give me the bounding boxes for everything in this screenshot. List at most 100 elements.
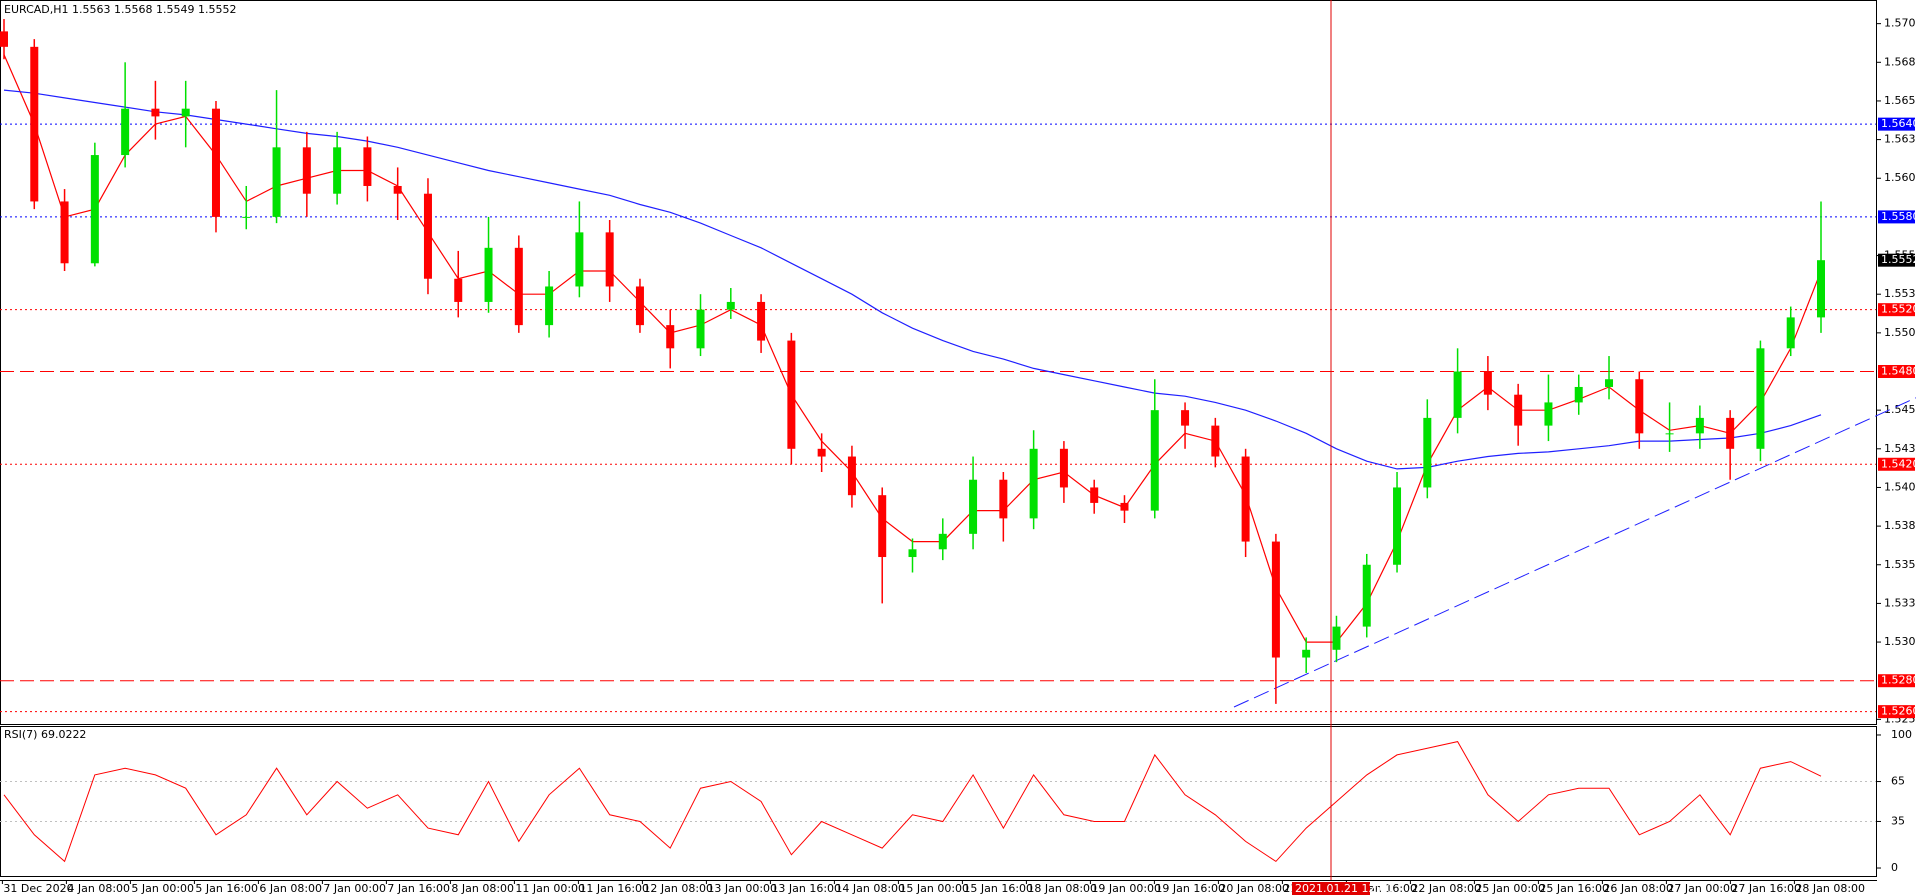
candle-body: [1786, 317, 1795, 349]
trendline: [1233, 397, 1916, 708]
y-tick-label: 1.5405: [1884, 480, 1916, 493]
candle-body: [211, 108, 220, 217]
candle-body: [302, 147, 311, 194]
candle-body: [1483, 371, 1492, 395]
candle-body: [1514, 394, 1523, 426]
y-tick-label: 1.5705: [1884, 17, 1916, 30]
candle-body: [60, 201, 69, 264]
rsi-label: RSI(7) 69.0222: [4, 728, 86, 741]
level-label: 1.5580: [1881, 210, 1916, 223]
y-tick-label: 1.5430: [1884, 442, 1916, 455]
candle-body: [605, 232, 614, 287]
x-tick-label: 19 Jan 00:00: [1091, 882, 1161, 895]
candle-body: [545, 286, 554, 326]
rsi-y-tick-label: 65: [1891, 775, 1905, 788]
level-label-box: [1878, 210, 1915, 224]
candle-body: [1029, 448, 1038, 519]
x-tick-label: 15 Jan 16:00: [963, 882, 1033, 895]
level-label-box: [1878, 457, 1915, 471]
x-tick-label: 18 Jan 08:00: [1027, 882, 1097, 895]
x-tick-label: 19 Jan 16:00: [1155, 882, 1225, 895]
rsi-y-tick-label: 100: [1891, 728, 1912, 741]
x-tick-label: 26 Jan 08:00: [1603, 882, 1673, 895]
candle-body: [1059, 448, 1068, 488]
x-tick-label: 13 Jan 00:00: [707, 882, 777, 895]
candle-body: [393, 185, 402, 194]
candle-body: [151, 108, 160, 117]
candle-body: [1332, 626, 1341, 650]
x-tick-label: 12 Jan 08:00: [643, 882, 713, 895]
candle-body: [575, 232, 584, 287]
candle-body: [181, 108, 190, 117]
candle-body: [1695, 417, 1704, 434]
candle-body: [1211, 425, 1220, 457]
y-tick-label: 1.5455: [1884, 403, 1916, 416]
x-tick-label: 5 Jan 16:00: [195, 882, 258, 895]
candle-body: [454, 278, 463, 302]
chart-title: EURCAD,H1 1.5563 1.5568 1.5549 1.5552: [4, 3, 236, 16]
level-label: 1.5260: [1881, 705, 1916, 718]
candle-body: [1090, 487, 1099, 503]
candle-body: [757, 301, 766, 341]
x-tick-label: 25 Jan 00:00: [1475, 882, 1545, 895]
candle-body: [1362, 564, 1371, 627]
candle-body: [817, 448, 826, 457]
x-tick-label: 6 Jan 08:00: [259, 882, 322, 895]
candle-body: [635, 286, 644, 326]
candle-body: [787, 340, 796, 449]
x-tick-label: 25 Jan 16:00: [1539, 882, 1609, 895]
candle-body: [1665, 433, 1674, 435]
candle-body: [333, 147, 342, 194]
y-tick-label: 1.5655: [1884, 94, 1916, 107]
y-tick-label: 1.5605: [1884, 171, 1916, 184]
candle-body: [242, 216, 251, 218]
level-label: 1.5520: [1881, 303, 1916, 316]
x-tick-label: 27 Jan 16:00: [1731, 882, 1801, 895]
y-tick-label: 1.5680: [1884, 55, 1916, 68]
candle-body: [999, 479, 1008, 519]
current-price-box: [1878, 253, 1915, 267]
y-tick-label: 1.5355: [1884, 558, 1916, 571]
candle-body: [1544, 402, 1553, 426]
x-tick-label: 11 Jan 00:00: [515, 882, 585, 895]
x-tick-label: 28 Jan 08:00: [1795, 882, 1865, 895]
x-tick-label: 14 Jan 08:00: [835, 882, 905, 895]
candle-body: [1635, 379, 1644, 434]
rsi-pane-frame: [0, 726, 1877, 877]
rsi-y-tick-label: 35: [1891, 814, 1905, 827]
candle-body: [272, 147, 281, 217]
x-tick-label: 8 Jan 08:00: [451, 882, 514, 895]
candle-body: [121, 108, 130, 156]
x-tick-label: 31 Dec 2020: [3, 882, 73, 895]
candle-body: [30, 46, 39, 202]
y-tick-label: 1.5380: [1884, 519, 1916, 532]
crosshair-label: 2021.01.21 12:00: [1295, 882, 1393, 895]
rsi-y-tick-label: 0: [1891, 861, 1898, 874]
candle-body: [847, 456, 856, 496]
candle-body: [1726, 417, 1735, 449]
y-tick-label: 1.5305: [1884, 635, 1916, 648]
candle-body: [1241, 456, 1250, 542]
rsi-line: [3, 741, 1822, 863]
candle-body: [1271, 541, 1280, 658]
candle-body: [1605, 379, 1614, 387]
x-tick-label: 4 Jan 08:00: [67, 882, 130, 895]
candle-body: [908, 549, 917, 558]
level-label: 1.5420: [1881, 457, 1916, 470]
level-label-box: [1878, 705, 1915, 719]
y-tick-label: 1.5330: [1884, 596, 1916, 609]
x-tick-label: 27 Jan 00:00: [1667, 882, 1737, 895]
level-label: 1.5280: [1881, 674, 1916, 687]
candle-body: [726, 301, 735, 310]
x-tick-label: 15 Jan 00:00: [899, 882, 969, 895]
y-tick-label: 1.5630: [1884, 133, 1916, 146]
candle-body: [1120, 502, 1129, 511]
current-price-label: 1.5552: [1881, 253, 1916, 266]
candle-body: [1150, 410, 1159, 511]
candle-body: [1574, 386, 1583, 403]
level-label-box: [1878, 674, 1915, 688]
candle-body: [1423, 417, 1432, 488]
